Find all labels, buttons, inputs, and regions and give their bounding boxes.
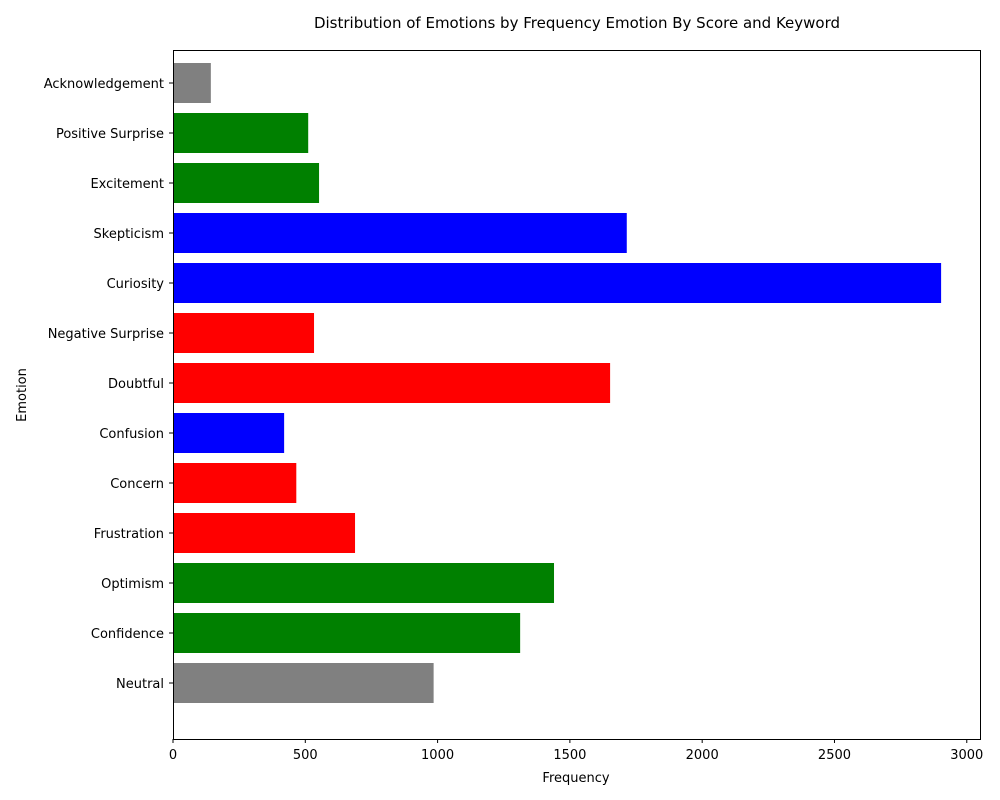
x-tick-label-1500: 1500 [553, 748, 586, 763]
bar-confidence [173, 613, 521, 653]
y-tick-label-acknowledgement: Acknowledgement [44, 77, 164, 92]
chart-title: Distribution of Emotions by Frequency Em… [314, 14, 840, 32]
plot-frame [173, 50, 981, 740]
bar-curiosity [173, 263, 942, 303]
x-tick-label-1000: 1000 [421, 748, 454, 763]
y-tick-label-doubtful: Doubtful [108, 377, 164, 392]
y-tick-label-negative-surprise: Negative Surprise [48, 327, 164, 342]
x-tick-label-0: 0 [169, 748, 177, 763]
bar-neutral [173, 663, 434, 703]
bar-confusion [173, 413, 285, 453]
bar-negative-surprise [173, 313, 315, 353]
y-tick-label-concern: Concern [110, 477, 164, 492]
y-tick-label-optimism: Optimism [101, 577, 164, 592]
y-tick-label-confidence: Confidence [91, 627, 164, 642]
bar-positive-surprise [173, 113, 309, 153]
bar-optimism [173, 563, 555, 603]
bar-doubtful [173, 363, 611, 403]
y-axis-label: Emotion [15, 368, 30, 422]
y-tick-label-positive-surprise: Positive Surprise [56, 127, 164, 142]
bar-excitement [173, 163, 320, 203]
bar-concern [173, 463, 297, 503]
x-axis-ticks: 0 500 1000 1500 2000 2500 3000 [169, 739, 983, 763]
x-tick-label-2000: 2000 [686, 748, 719, 763]
y-tick-label-neutral: Neutral [116, 677, 164, 692]
y-axis-ticks: Neutral Confidence Optimism Frustration Conc… [44, 77, 173, 692]
y-tick-label-skepticism: Skepticism [94, 227, 164, 242]
x-tick-label-500: 500 [293, 748, 318, 763]
bar-skepticism [173, 213, 627, 253]
bars-group [173, 63, 942, 703]
bar-frustration [173, 513, 356, 553]
x-tick-label-2500: 2500 [818, 748, 851, 763]
bar-acknowledgement [173, 63, 211, 103]
y-tick-label-curiosity: Curiosity [107, 277, 165, 292]
y-tick-label-confusion: Confusion [99, 427, 164, 442]
y-tick-label-excitement: Excitement [90, 177, 164, 192]
y-tick-label-frustration: Frustration [94, 527, 164, 542]
x-axis-label: Frequency [542, 771, 609, 786]
x-tick-label-3000: 3000 [950, 748, 983, 763]
